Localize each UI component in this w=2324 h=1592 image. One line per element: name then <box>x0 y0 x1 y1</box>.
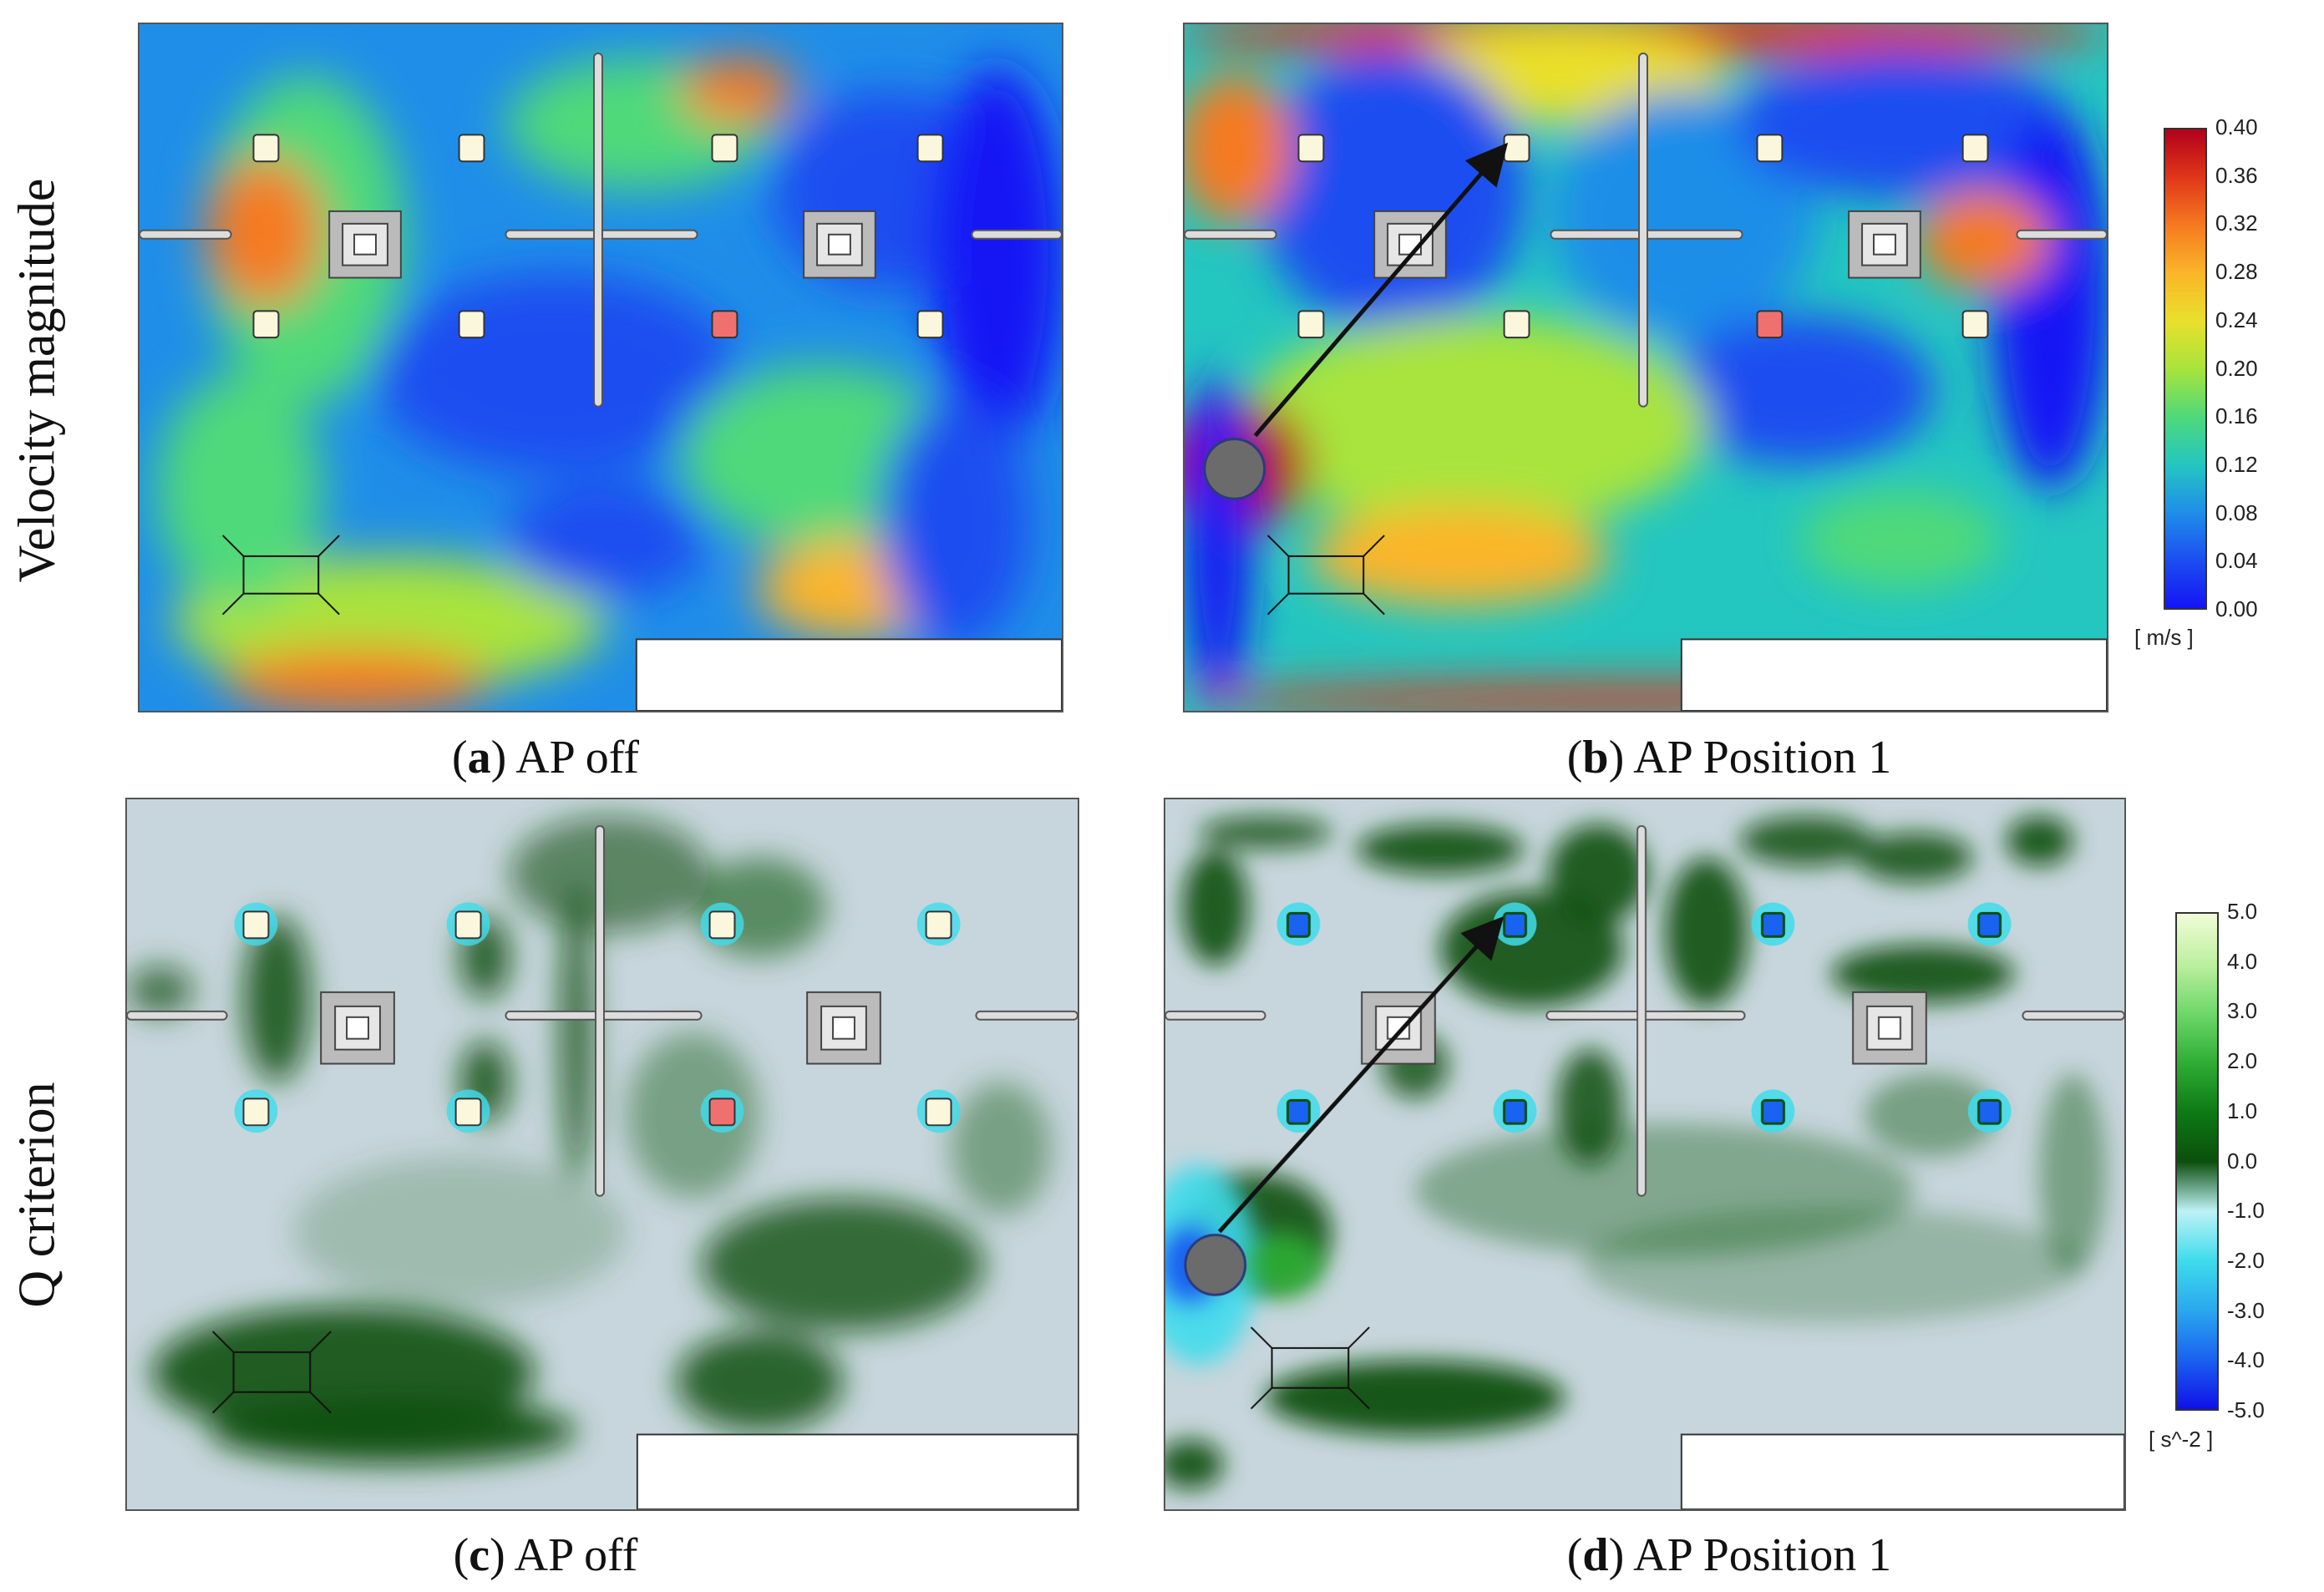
q-criterion-tick-label: -2.0 <box>2227 1247 2265 1273</box>
velocity-tick-label: 0.00 <box>2215 596 2258 621</box>
panel-d-contour <box>1165 799 2124 1509</box>
panel-d-q-criterion-ap-position-1 <box>1164 798 2126 1511</box>
panel-b-velocity-ap-position-1 <box>1183 23 2108 712</box>
caption-c-letter: c <box>469 1529 490 1581</box>
panel-b-contour <box>1185 24 2107 711</box>
velocity-tick-label: 0.08 <box>2215 499 2258 525</box>
caption-c-text: AP off <box>514 1529 638 1581</box>
caption-a: (a) AP off <box>451 732 639 783</box>
velocity-color-scale-bar <box>2164 128 2207 610</box>
panel-c-q-criterion-ap-off <box>125 798 1079 1511</box>
caption-d-letter: d <box>1582 1529 1609 1581</box>
q-criterion-tick-label: 4.0 <box>2227 948 2258 974</box>
velocity-tick-label: 0.40 <box>2215 114 2258 139</box>
q-criterion-scale-unit: [ s^-2 ] <box>2149 1427 2214 1452</box>
caption-c: (c) AP off <box>453 1529 638 1581</box>
velocity-tick-label: 0.36 <box>2215 162 2258 188</box>
velocity-tick-label: 0.24 <box>2215 307 2258 332</box>
q-criterion-tick-label: 3.0 <box>2227 998 2258 1024</box>
caption-a-text: AP off <box>515 732 639 783</box>
panel-c-contour <box>127 799 1078 1509</box>
q-criterion-tick-label: 1.0 <box>2227 1098 2258 1123</box>
panel-a-contour <box>140 24 1062 711</box>
caption-d: (d) AP Position 1 <box>1566 1529 1892 1581</box>
velocity-tick-label: 0.16 <box>2215 403 2258 429</box>
q-criterion-tick-label: 5.0 <box>2227 899 2258 924</box>
q-criterion-color-scale-bar <box>2175 912 2219 1411</box>
velocity-tick-label: 0.20 <box>2215 355 2258 381</box>
q-criterion-row-label: Q criterion <box>8 1082 66 1308</box>
velocity-tick-label: 0.32 <box>2215 210 2258 236</box>
q-criterion-tick-label: 0.0 <box>2227 1148 2258 1174</box>
caption-b: (b) AP Position 1 <box>1566 732 1892 783</box>
q-criterion-tick-label: -1.0 <box>2227 1198 2265 1224</box>
velocity-tick-label: 0.04 <box>2215 548 2258 574</box>
caption-d-text: AP Position 1 <box>1633 1529 1892 1581</box>
caption-a-letter: a <box>467 732 491 783</box>
velocity-tick-label: 0.12 <box>2215 451 2258 477</box>
q-criterion-tick-label: -3.0 <box>2227 1297 2265 1323</box>
velocity-magnitude-row-label: Velocity magnitude <box>8 178 66 583</box>
panel-a-velocity-ap-off <box>138 23 1063 712</box>
q-criterion-tick-label: -5.0 <box>2227 1397 2265 1422</box>
q-criterion-tick-label: -4.0 <box>2227 1347 2265 1373</box>
caption-b-letter: b <box>1582 732 1609 783</box>
q-criterion-tick-label: 2.0 <box>2227 1048 2258 1074</box>
velocity-tick-label: 0.28 <box>2215 259 2258 285</box>
velocity-scale-unit: [ m/s ] <box>2134 625 2194 650</box>
caption-b-text: AP Position 1 <box>1633 732 1892 783</box>
